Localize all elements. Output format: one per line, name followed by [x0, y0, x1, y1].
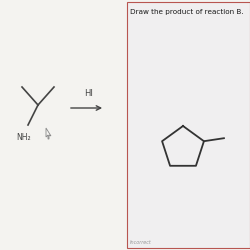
- Text: Incorrect: Incorrect: [130, 240, 152, 245]
- Text: HI: HI: [84, 89, 93, 98]
- Text: NH₂: NH₂: [16, 133, 30, 142]
- Text: Draw the product of reaction B.: Draw the product of reaction B.: [130, 9, 244, 15]
- Bar: [127, 2, 250, 248]
